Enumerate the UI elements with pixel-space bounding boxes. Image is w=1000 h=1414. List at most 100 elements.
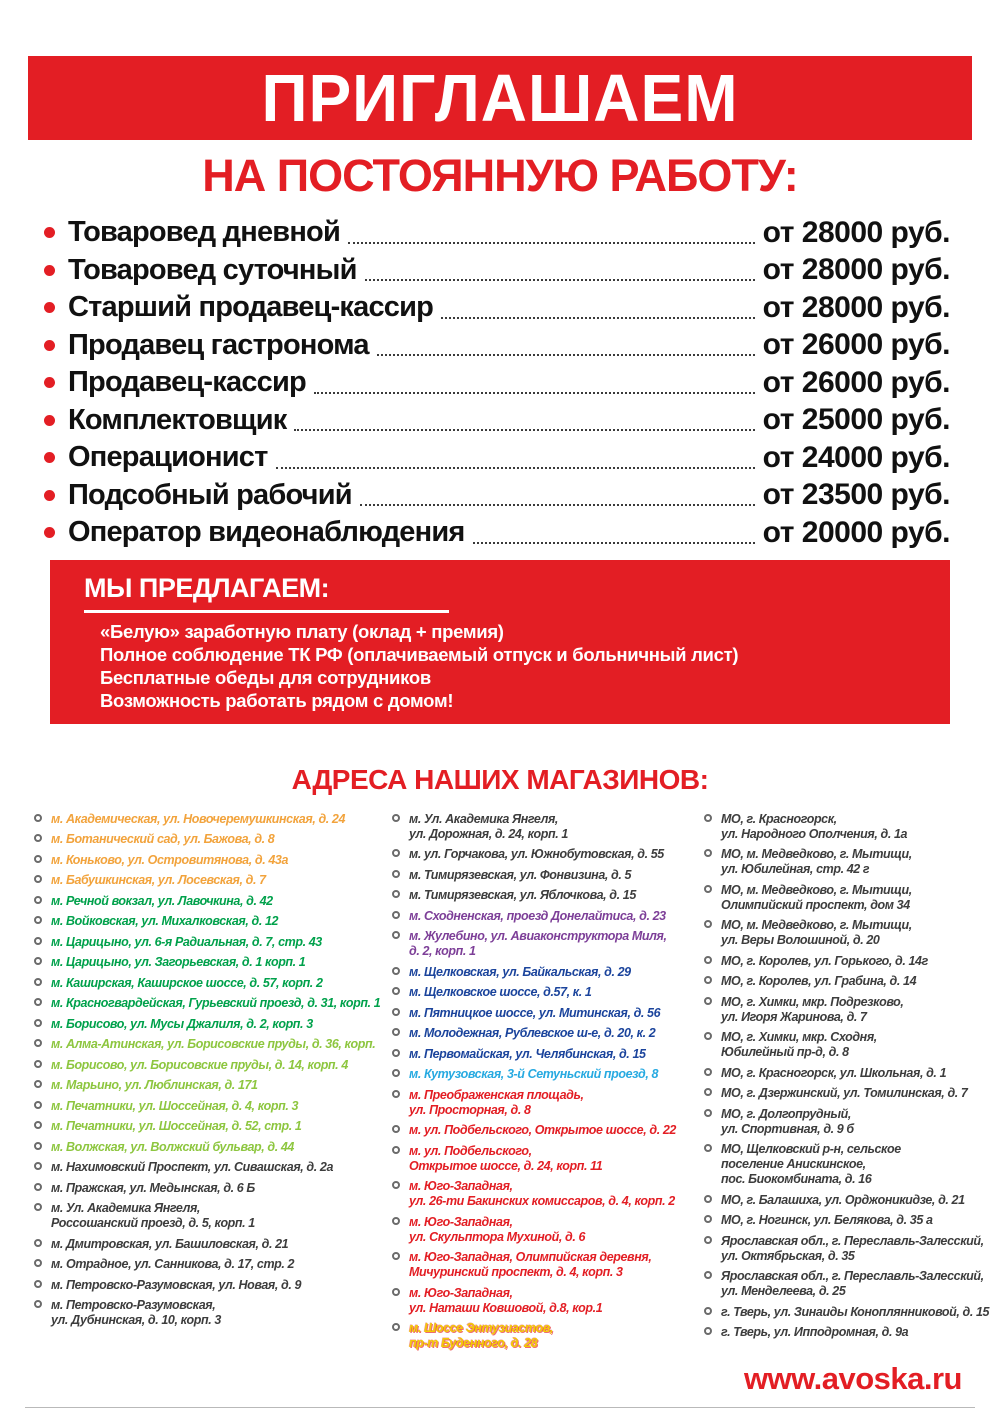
address-item: м. Пятницкое шоссе, ул. Митинская, д. 56 xyxy=(392,1006,704,1021)
address-item: м. Борисово, ул. Борисовские пруды, д. 1… xyxy=(34,1058,392,1073)
job-bullet-icon xyxy=(44,302,55,314)
address-item: МО, г. Дзержинский, ул. Томилинская, д. … xyxy=(704,1086,994,1101)
circle-bullet-icon xyxy=(34,813,42,822)
job-row: Товаровед дневной от 28000 руб. xyxy=(44,214,951,252)
address-item: м. Коньково, ул. Островитянова, д. 43а xyxy=(34,853,392,868)
address-item: м. ул. Горчакова, ул. Южнобутовская, д. … xyxy=(392,847,704,862)
circle-bullet-icon xyxy=(392,931,400,939)
address-text: м. Тимирязевская, ул. Яблочкова, д. 15 xyxy=(409,888,636,902)
circle-bullet-icon xyxy=(392,890,400,898)
address-item: м. Преображенская площадь, ул. Просторна… xyxy=(392,1088,704,1118)
circle-bullet-icon xyxy=(704,1067,712,1076)
address-text: м. Ботанический сад, ул. Бажова, д. 8 xyxy=(51,832,275,846)
address-item: МО, г. Химки, мкр. Сходня, Юбилейный пр-… xyxy=(704,1030,994,1060)
address-item: м. Юго-Западная, Олимпийская деревня, Ми… xyxy=(392,1250,704,1280)
offer-list: «Белую» заработную плату (оклад + премия… xyxy=(100,620,916,712)
address-item: МО, г. Химки, мкр. Подрезково, ул. Игоря… xyxy=(704,995,994,1025)
circle-bullet-icon xyxy=(704,1271,712,1279)
job-bullet-icon xyxy=(44,227,55,239)
dotted-leader xyxy=(364,279,755,282)
address-text: м. Кутузовская, 3-й Сетуньский проезд, 8 xyxy=(409,1067,659,1081)
circle-bullet-icon xyxy=(704,813,712,822)
address-text: г. Тверь, ул. Зинаиды Коноплянниковой, д… xyxy=(721,1304,990,1319)
circle-bullet-icon xyxy=(34,936,42,945)
circle-bullet-icon xyxy=(704,1327,712,1335)
addresses-heading: АДРЕСА НАШИХ МАГАЗИНОВ: xyxy=(291,763,709,795)
circle-bullet-icon xyxy=(392,849,400,857)
circle-bullet-icon xyxy=(704,1215,712,1223)
dotted-leader xyxy=(294,429,755,432)
address-item: м. Юго-Западная, ул. 26-ти Бакинских ком… xyxy=(392,1179,704,1209)
circle-bullet-icon xyxy=(392,1028,400,1036)
address-text: м. Юго-Западная, ул. Наташи Ковшовой, д.… xyxy=(409,1285,603,1315)
job-title: Подсобный рабочий xyxy=(68,478,353,511)
address-text: м. Пражская, ул. Медынская, д. 6 Б xyxy=(51,1180,255,1195)
circle-bullet-icon xyxy=(704,920,712,928)
banner-title: ПРИГЛАШАЕМ xyxy=(261,60,739,136)
job-bullet-icon xyxy=(44,527,55,539)
circle-bullet-icon xyxy=(392,1145,400,1154)
job-salary: от 24000 руб. xyxy=(762,440,951,474)
job-row: Подсобный рабочий от 23500 руб. xyxy=(44,477,951,515)
address-item: МО, г. Ногинск, ул. Белякова, д. 35 а xyxy=(704,1213,994,1228)
address-text: МО, м. Медведково, г. Мытищи, ул. Веры В… xyxy=(721,918,912,947)
offer-item: Полное соблюдение ТК РФ (оплачиваемый от… xyxy=(100,643,739,665)
circle-bullet-icon xyxy=(34,1203,42,1211)
address-text: м. Академическая, ул. Новочеремушкинская… xyxy=(51,811,346,826)
circle-bullet-icon xyxy=(34,1039,42,1047)
job-title: Продавец-кассир xyxy=(68,366,307,399)
address-text: м. Красногвардейская, Гурьевский проезд,… xyxy=(51,996,381,1010)
address-text: м. Печатники, ул. Шоссейная, д. 4, корп.… xyxy=(51,1098,299,1113)
address-item: МО, м. Медведково, г. Мытищи, ул. Веры В… xyxy=(704,918,994,948)
address-item: м. Юго-Западная, ул. Скульптора Мухиной,… xyxy=(392,1215,704,1245)
circle-bullet-icon xyxy=(704,1306,712,1315)
address-item: МО, г. Королев, ул. Горького, д. 14г xyxy=(704,954,994,969)
circle-bullet-icon xyxy=(392,966,400,975)
address-text: МО, г. Балашиха, ул. Орджоникидзе, д. 21 xyxy=(721,1192,965,1207)
address-item: м. Тимирязевская, ул. Фонвизина, д. 5 xyxy=(392,868,704,883)
address-item: м. Борисово, ул. Мусы Джалиля, д. 2, кор… xyxy=(34,1017,392,1032)
address-item: м. Войковская, ул. Михалковская, д. 12 xyxy=(34,914,392,929)
address-item: м. Царицыно, ул. 6-я Радиальная, д. 7, с… xyxy=(34,935,392,950)
job-row: Товаровед суточный от 28000 руб. xyxy=(44,252,951,290)
footer: www.avoska.ru xyxy=(0,1361,1000,1397)
address-text: м. ул. Подбельского, Открытое шоссе, д. … xyxy=(409,1123,676,1137)
circle-bullet-icon xyxy=(34,957,42,965)
address-item: МО, г. Балашиха, ул. Орджоникидзе, д. 21 xyxy=(704,1193,994,1208)
job-salary: от 28000 руб. xyxy=(762,253,951,287)
address-item: м. Каширская, Каширское шоссе, д. 57, ко… xyxy=(34,976,392,991)
circle-bullet-icon xyxy=(704,849,712,857)
address-item: м. Ул. Академика Янгеля, ул. Дорожная, д… xyxy=(392,812,704,842)
address-item: МО, г. Красногорск, ул. Школьная, д. 1 xyxy=(704,1066,994,1081)
address-item: м. Дмитровская, ул. Башиловская, д. 21 xyxy=(34,1237,392,1252)
address-item: Ярославская обл., г. Переславль-Залесски… xyxy=(704,1234,994,1264)
address-text: МО, г. Долгопрудный, ул. Спортивная, д. … xyxy=(721,1106,854,1136)
job-salary: от 25000 руб. xyxy=(762,403,951,437)
circle-bullet-icon xyxy=(34,1121,42,1129)
job-bullet-icon xyxy=(44,489,55,501)
dotted-leader xyxy=(347,241,755,244)
job-title: Операционист xyxy=(68,441,268,474)
job-bullet-icon xyxy=(44,264,55,276)
job-title: Товаровед дневной xyxy=(68,216,341,249)
job-salary: от 20000 руб. xyxy=(762,515,951,549)
address-item: м. Марьино, ул. Люблинская, д. 171 xyxy=(34,1078,392,1093)
address-text: м. Дмитровская, ул. Башиловская, д. 21 xyxy=(51,1236,289,1251)
offer-title: МЫ ПРЕДЛАГАЕМ: xyxy=(84,573,450,613)
job-bullet-icon xyxy=(44,414,55,426)
address-text: м. Борисово, ул. Борисовские пруды, д. 1… xyxy=(51,1057,348,1072)
circle-bullet-icon xyxy=(392,1069,400,1077)
address-item: МО, м. Медведково, г. Мытищи, ул. Юбилей… xyxy=(704,847,994,877)
website-url: www.avoska.ru xyxy=(743,1360,963,1396)
circle-bullet-icon xyxy=(34,998,42,1006)
address-text: м. Алма-Атинская, ул. Борисовские пруды,… xyxy=(51,1037,376,1051)
address-text: м. ул. Горчакова, ул. Южнобутовская, д. … xyxy=(409,847,664,861)
job-row: Старший продавец-кассир от 28000 руб. xyxy=(44,289,951,327)
dotted-leader xyxy=(472,541,755,544)
address-item: МО, м. Медведково, г. Мытищи, Олимпийски… xyxy=(704,883,994,913)
address-item: МО, г. Королев, ул. Грабина, д. 14 xyxy=(704,974,994,989)
address-item: м. Щелковское шоссе, д.57, к. 1 xyxy=(392,985,704,1000)
circle-bullet-icon xyxy=(392,1216,400,1225)
job-salary: от 28000 руб. xyxy=(762,290,951,324)
circle-bullet-icon xyxy=(392,1089,400,1098)
